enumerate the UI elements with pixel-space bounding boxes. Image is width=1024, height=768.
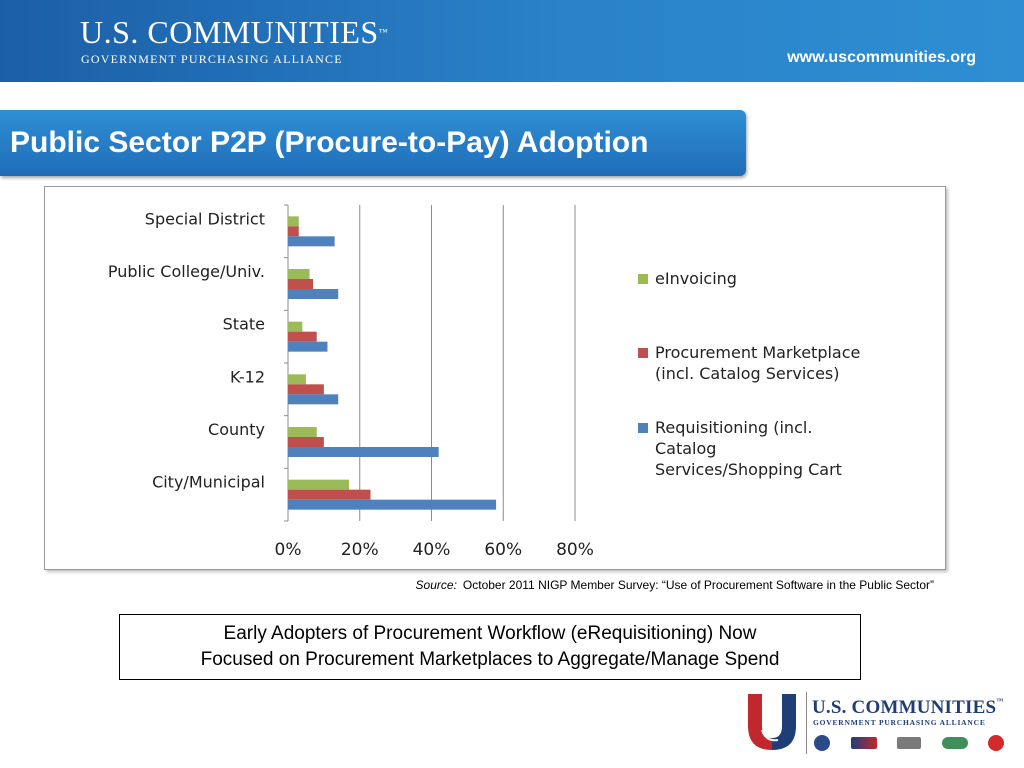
bar-einvoicing [288,269,310,279]
bar-procurement [288,226,299,237]
bar-einvoicing [288,374,306,385]
bar-requisitioning [288,447,439,457]
footer-brand-name: U.S. COMMUNITIES™ [812,697,1003,719]
summary-line-1: Early Adopters of Procurement Workflow (… [223,623,757,644]
sponsor-seal-icon [988,735,1004,751]
category-label: County [208,420,265,439]
brand-logo-text: U.S. COMMUNITIES™ [80,16,388,48]
footer-brand-subtitle: GOVERNMENT PURCHASING ALLIANCE [813,718,986,727]
x-tick-label: 60% [484,540,522,560]
summary-line-2: Focused on Procurement Marketplaces to A… [200,649,780,670]
legend-swatch [638,348,648,358]
category-label: City/Municipal [152,473,265,492]
source-citation: Source: October 2011 NIGP Member Survey: … [416,578,934,592]
sponsor-logos [814,734,1004,752]
bar-einvoicing [288,427,317,437]
title-bar [0,110,746,176]
adoption-bar-chart: 0% 20% 40% 60% 80% Special District Public Col… [108,204,860,560]
sponsor-logo-icon [897,737,921,749]
category-label: K-12 [230,367,265,386]
bar-einvoicing [288,479,349,490]
source-text: October 2011 NIGP Member Survey: “Use of… [462,578,934,592]
x-tick-label: 0% [275,540,302,560]
x-tick-label: 20% [341,540,379,560]
bar-requisitioning [288,499,497,510]
legend-label: eInvoicing [655,269,737,288]
chart-frame: 0% 20% 40% 60% 80% Special District Public Col… [44,186,946,570]
slide-title: Public Sector P2P (Procure-to-Pay) Adopt… [10,126,649,159]
bar-procurement [288,279,314,289]
x-tick-label: 40% [413,540,451,560]
footer-brand-trademark: ™ [996,697,1004,705]
legend-label: Services/Shopping Cart [655,460,842,479]
bar-procurement [288,489,371,500]
legend-swatch [638,274,648,284]
site-url: www.uscommunities.org [787,49,976,66]
x-tick-label: 80% [556,540,594,560]
bar-requisitioning [288,394,339,405]
footer-divider [806,692,807,754]
bar-procurement [288,331,317,342]
legend-swatch [638,423,648,433]
bar-procurement [288,384,324,395]
bar-procurement [288,437,324,447]
category-label: State [223,315,265,334]
sponsor-logo-icon [850,737,877,749]
brand-subtitle: GOVERNMENT PURCHASING ALLIANCE [81,52,343,66]
header-banner: U.S. COMMUNITIES™ GOVERNMENT PURCHASING … [0,0,1024,82]
legend-label: (incl. Catalog Services) [655,364,839,383]
brand-name: U.S. COMMUNITIES [80,14,379,50]
legend-label: Catalog [655,439,716,458]
summary-note-box: Early Adopters of Procurement Workflow (… [119,614,861,680]
legend-label: Procurement Marketplace [655,343,860,362]
source-label: Source: [415,578,457,592]
legend-label: Requisitioning (incl. [655,418,812,437]
u-logo-icon [748,694,796,750]
footer-brand-text: U.S. COMMUNITIES [812,697,997,718]
bar-requisitioning [288,341,328,352]
bar-einvoicing [288,321,303,332]
sponsor-logo-icon [941,737,968,749]
brand-trademark: ™ [378,27,389,37]
bar-requisitioning [288,236,335,247]
bar-requisitioning [288,289,339,299]
category-label: Public College/Univ. [108,262,265,281]
sponsor-seal-icon [814,735,830,751]
bar-einvoicing [288,216,299,227]
category-label: Special District [145,209,265,228]
